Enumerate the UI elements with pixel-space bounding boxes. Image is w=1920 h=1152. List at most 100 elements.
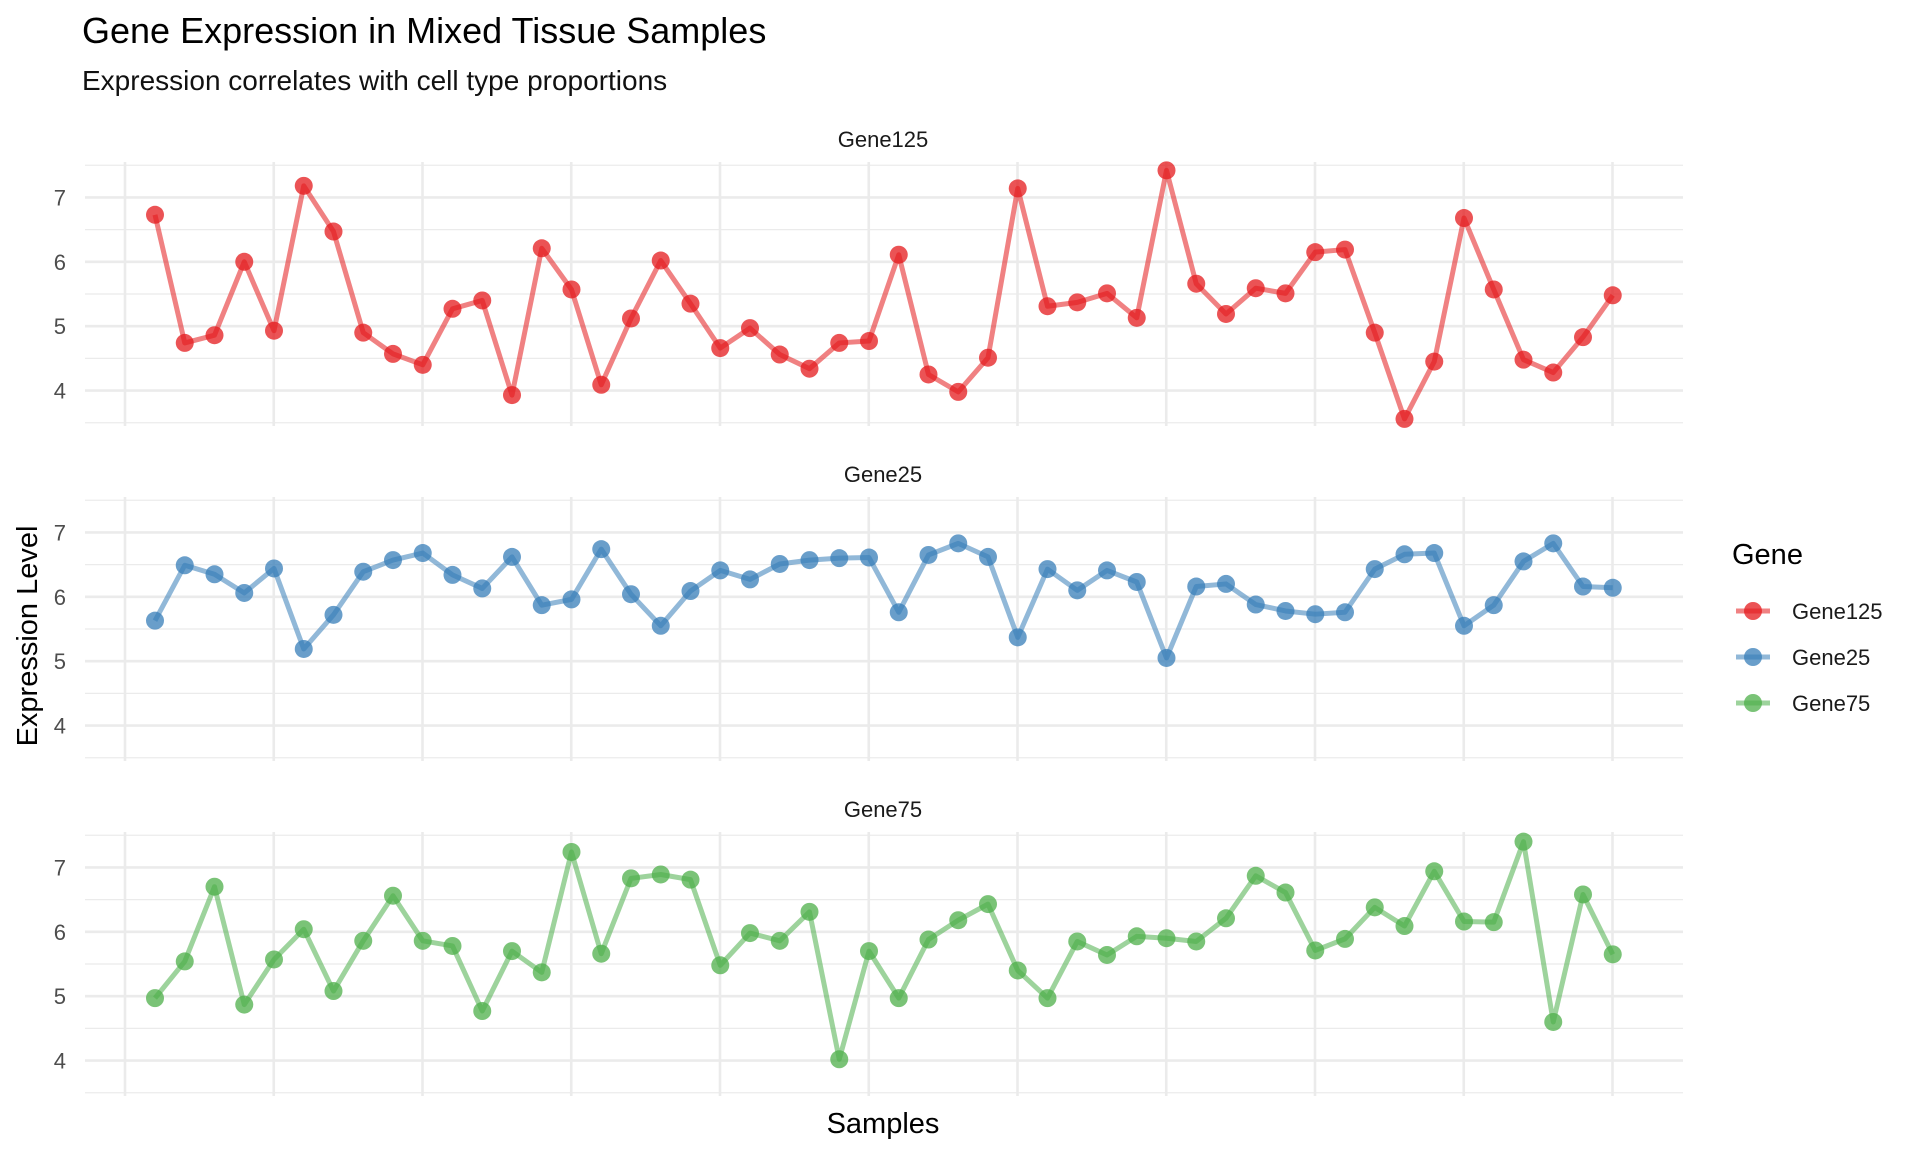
data-point [1395,409,1414,428]
data-point [265,321,283,340]
legend-item-gene75: Gene75 [1736,691,1870,716]
facet-strip-label: Gene25 [844,462,922,487]
data-point [1068,932,1087,951]
y-tick-label: 5 [54,984,66,1009]
data-point [1544,534,1563,553]
data-point [830,333,849,352]
data-point [592,944,611,963]
data-point [1336,603,1354,622]
data-point [443,936,462,955]
facet-panel-gene125: Gene125 4 5 6 7 [54,127,1683,428]
data-point [770,931,789,950]
data-point [592,375,611,394]
data-point [1574,885,1592,904]
legend-key-point [1744,648,1762,666]
data-point [1306,941,1325,960]
data-point [503,942,521,961]
data-point [949,534,968,553]
data-point [1484,280,1503,299]
data-point [175,556,194,575]
data-point [1514,350,1533,369]
data-point [562,280,581,299]
data-point [324,982,343,1001]
legend-item-gene125: Gene125 [1736,599,1883,624]
data-point [770,345,789,364]
data-point [830,549,849,568]
data-point [1455,616,1473,635]
data-point [503,386,521,405]
data-point [413,544,432,563]
data-point [235,995,254,1014]
data-point [235,583,254,602]
data-point [1157,929,1176,948]
data-point [919,545,938,564]
data-point [889,245,908,264]
y-tick-label: 7 [54,855,66,880]
data-point [413,931,432,950]
legend-title: Gene [1732,539,1803,571]
data-point [1038,297,1057,316]
data-point [860,332,878,351]
facet-panels: Gene125 4 5 6 7 Gene25 4 5 6 7 Gene75 4 5 6 7 [54,127,1683,1096]
y-tick-label: 7 [54,185,66,210]
data-point [503,547,521,566]
data-point [1395,545,1414,564]
data-point [265,559,283,578]
data-point [1098,561,1116,580]
data-point [1217,574,1235,593]
data-point [205,877,224,896]
data-point [1544,1012,1563,1031]
data-point [1187,577,1206,596]
data-point [889,989,908,1008]
data-point [622,585,640,604]
data-point [949,382,968,401]
facet-panel-gene25: Gene25 4 5 6 7 [54,462,1683,761]
data-point [711,339,730,358]
data-point [205,565,224,584]
data-point [1276,883,1295,902]
data-point [1603,286,1622,305]
data-point [1514,832,1533,851]
data-point [1276,284,1295,303]
data-point [473,579,492,598]
y-tick-label: 5 [54,649,66,674]
data-point [1127,572,1146,591]
data-point [979,895,997,914]
data-point [384,551,402,570]
data-point [919,930,938,949]
data-point [1544,363,1563,382]
y-tick-label: 6 [54,920,66,945]
y-tick-label: 7 [54,520,66,545]
data-point [205,326,224,345]
data-point [1425,862,1444,881]
data-point [413,355,432,374]
legend-key-point [1744,694,1762,712]
data-point [175,333,194,352]
data-point [1008,179,1027,198]
data-point [354,931,373,950]
data-point [592,540,611,559]
y-tick-label: 5 [54,314,66,339]
data-point [1127,927,1146,946]
data-point [1098,945,1116,964]
data-point [324,222,343,241]
y-tick-label: 6 [54,250,66,275]
data-point [681,582,700,601]
chart-title: Gene Expression in Mixed Tissue Samples [82,10,766,51]
y-tick-label: 6 [54,585,66,610]
data-point [1395,917,1414,936]
data-point [324,605,343,624]
data-point [294,639,313,658]
data-point [741,924,759,943]
data-point [651,251,670,270]
data-point [1365,898,1384,917]
legend-label: Gene125 [1792,599,1883,624]
data-point [532,239,551,258]
legend-label: Gene75 [1792,691,1870,716]
data-point [532,596,551,615]
data-point [1008,628,1027,647]
data-point [1038,989,1057,1008]
data-point [800,359,819,378]
data-point [354,562,373,581]
